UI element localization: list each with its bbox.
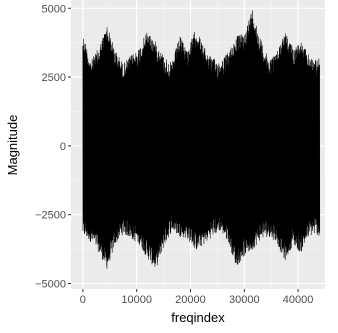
series-line-magnitude <box>82 10 321 269</box>
series-layer <box>82 10 321 269</box>
y-tick-label: −2500 <box>35 210 66 222</box>
x-tick-label: 40000 <box>283 294 314 306</box>
y-tick-label: 5000 <box>42 3 66 15</box>
x-tick-label: 30000 <box>229 294 260 306</box>
y-tick-label: 2500 <box>42 72 66 84</box>
y-axis: −5000 −2500 0 2500 5000 <box>35 3 71 290</box>
x-tick-label: 10000 <box>121 294 152 306</box>
x-tick-label: 0 <box>80 294 86 306</box>
x-axis: 0 10000 20000 30000 40000 <box>80 289 314 306</box>
x-tick-label: 20000 <box>175 294 206 306</box>
x-axis-title: freqindex <box>171 310 225 325</box>
y-tick-label: −5000 <box>35 278 66 290</box>
y-axis-title: Magnitude <box>5 115 20 176</box>
y-tick-label: 0 <box>60 141 66 153</box>
